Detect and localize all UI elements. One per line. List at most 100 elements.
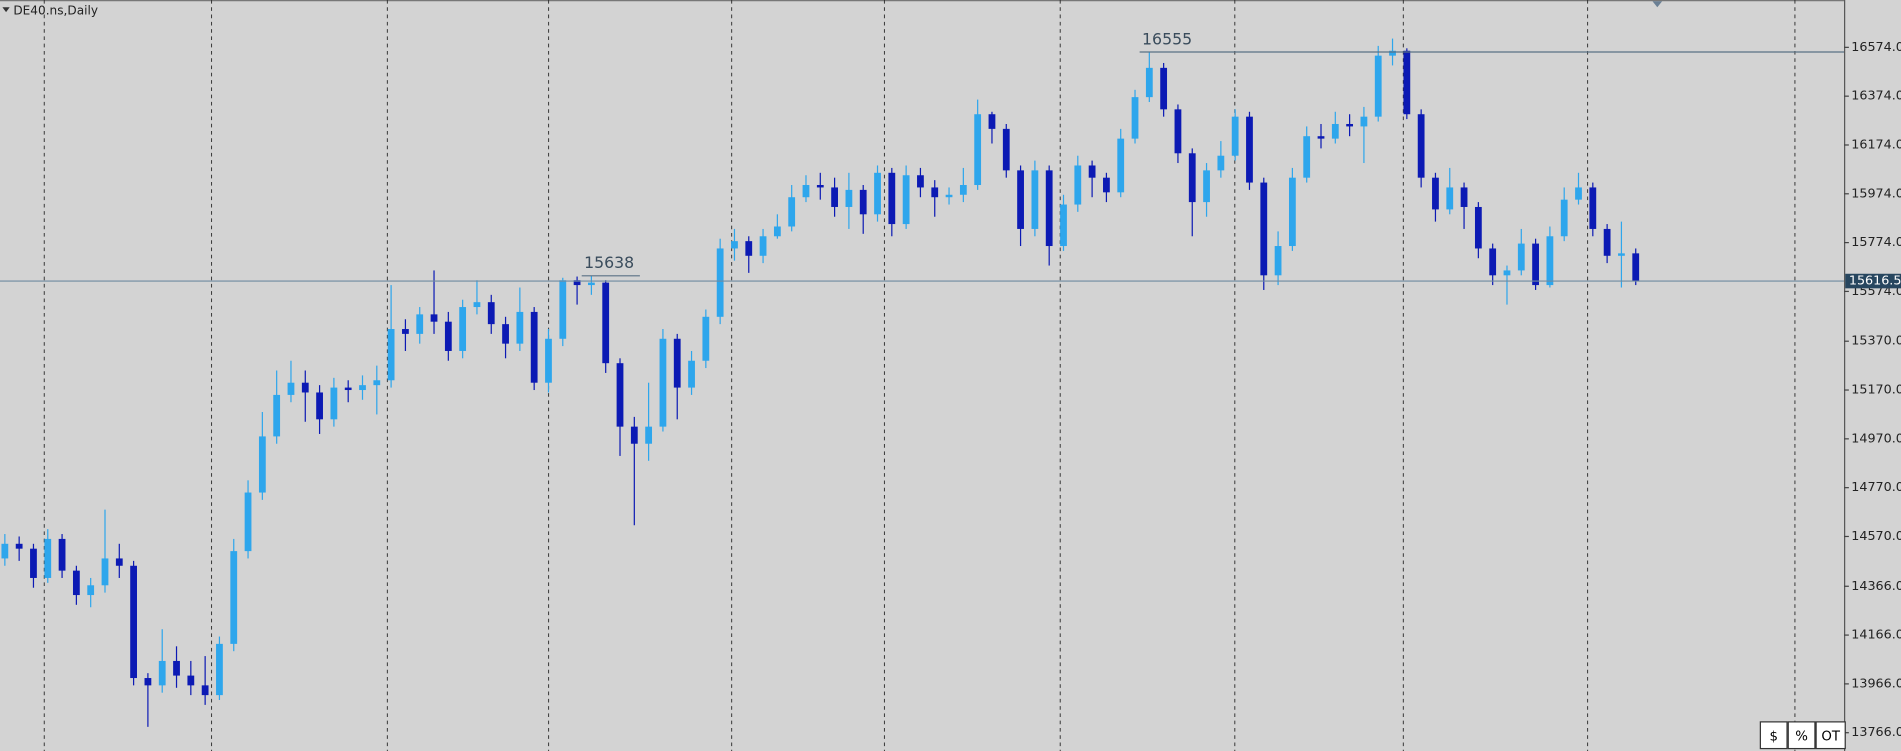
candle-body <box>1389 50 1396 56</box>
candle-body <box>773 226 781 237</box>
candle-body <box>1474 206 1482 249</box>
candle-body <box>359 385 366 391</box>
candle-body <box>545 338 552 383</box>
candle-body <box>444 321 452 351</box>
candle-body <box>1131 97 1139 139</box>
toolbar-button[interactable]: OT <box>1815 721 1846 750</box>
candle-body <box>1188 153 1196 203</box>
candle-body <box>659 338 667 427</box>
candle-body <box>1575 187 1582 200</box>
candle-body <box>1002 128 1010 171</box>
candle-body <box>1031 170 1039 229</box>
button-frame[interactable] <box>1787 721 1816 750</box>
button-frame[interactable] <box>1759 721 1788 750</box>
candle-body <box>1145 67 1153 98</box>
candle-body <box>917 175 924 188</box>
candle-body <box>816 185 824 188</box>
candle-body <box>1317 136 1325 139</box>
candle-body <box>1632 253 1640 282</box>
y-tick-label: 15974.0 <box>1851 186 1901 201</box>
candle-body <box>688 360 695 388</box>
candle-body <box>330 387 338 420</box>
candle-body <box>759 236 767 256</box>
candle-body <box>630 426 638 444</box>
candle-body <box>1560 199 1568 237</box>
candle-body <box>602 282 610 364</box>
toolbar-button[interactable]: $ <box>1759 721 1788 750</box>
candle-body <box>1246 116 1253 183</box>
candle-body <box>15 543 23 549</box>
candle-body <box>1603 228 1611 256</box>
candle-body <box>115 558 123 566</box>
candle-body <box>459 307 467 351</box>
candle-body <box>645 426 653 444</box>
candle-body <box>1060 204 1067 247</box>
candle-body <box>144 678 152 686</box>
candle-body <box>473 302 481 308</box>
candle-body <box>1288 177 1296 247</box>
candle-body <box>673 338 681 388</box>
y-tick-label: 14166.0 <box>1851 628 1901 643</box>
high-mark-label: 15638 <box>584 253 634 272</box>
candle-body <box>1160 67 1168 110</box>
candle-body <box>702 316 710 361</box>
y-tick-label: 14970.0 <box>1851 431 1901 446</box>
y-tick-label: 14770.0 <box>1851 480 1901 495</box>
candle-body <box>788 197 796 227</box>
candle-body <box>430 314 438 322</box>
button-label[interactable]: % <box>1795 729 1808 744</box>
candle-body <box>1460 187 1468 207</box>
candle-body <box>58 538 66 571</box>
candle-body <box>1403 50 1411 115</box>
candle-body <box>1260 182 1268 276</box>
candle-body <box>588 282 595 286</box>
y-tick-label: 15370.0 <box>1851 334 1901 349</box>
candle-body <box>616 363 624 427</box>
candle-body <box>1503 270 1511 276</box>
candle-body <box>373 380 381 386</box>
candle-body <box>1303 136 1311 178</box>
y-tick-label: 13766.0 <box>1851 725 1901 740</box>
candle-body <box>201 685 209 696</box>
candle-body <box>230 551 238 644</box>
candle-body <box>1203 170 1210 203</box>
candle-body <box>273 394 281 437</box>
candle-body <box>1546 236 1554 286</box>
candle-body <box>416 314 424 334</box>
high-mark-label: 16555 <box>1142 29 1192 48</box>
candle-body <box>902 175 910 225</box>
candle-body <box>1217 155 1225 171</box>
current-price-box <box>1845 273 1901 289</box>
candle-body <box>573 280 581 286</box>
candle-body <box>988 114 996 129</box>
candle-body <box>387 329 395 381</box>
candle-body <box>874 172 881 215</box>
candle-body <box>1274 246 1282 276</box>
candle-body <box>1045 170 1053 247</box>
y-tick-label: 16374.0 <box>1851 89 1901 104</box>
candle-body <box>216 643 223 696</box>
candle-body <box>845 189 853 207</box>
candle-body <box>316 392 323 420</box>
button-label[interactable]: OT <box>1821 729 1840 744</box>
candle-body <box>1331 123 1339 139</box>
candle-body <box>287 382 295 395</box>
candle-body <box>945 194 953 198</box>
button-frame[interactable] <box>1815 721 1846 750</box>
candle-body <box>1532 243 1539 286</box>
candle-body <box>1517 243 1525 271</box>
candle-body <box>72 570 80 596</box>
candle-body <box>959 185 967 195</box>
candle-body <box>859 189 867 215</box>
button-label[interactable]: $ <box>1769 729 1777 744</box>
candle-body <box>1117 138 1125 193</box>
candle-body <box>530 311 538 383</box>
candle-body <box>831 187 838 207</box>
y-tick-label: 15170.0 <box>1851 383 1901 398</box>
toolbar-button[interactable]: % <box>1787 721 1816 750</box>
candle-body <box>1417 114 1425 178</box>
candle-body <box>802 185 810 198</box>
